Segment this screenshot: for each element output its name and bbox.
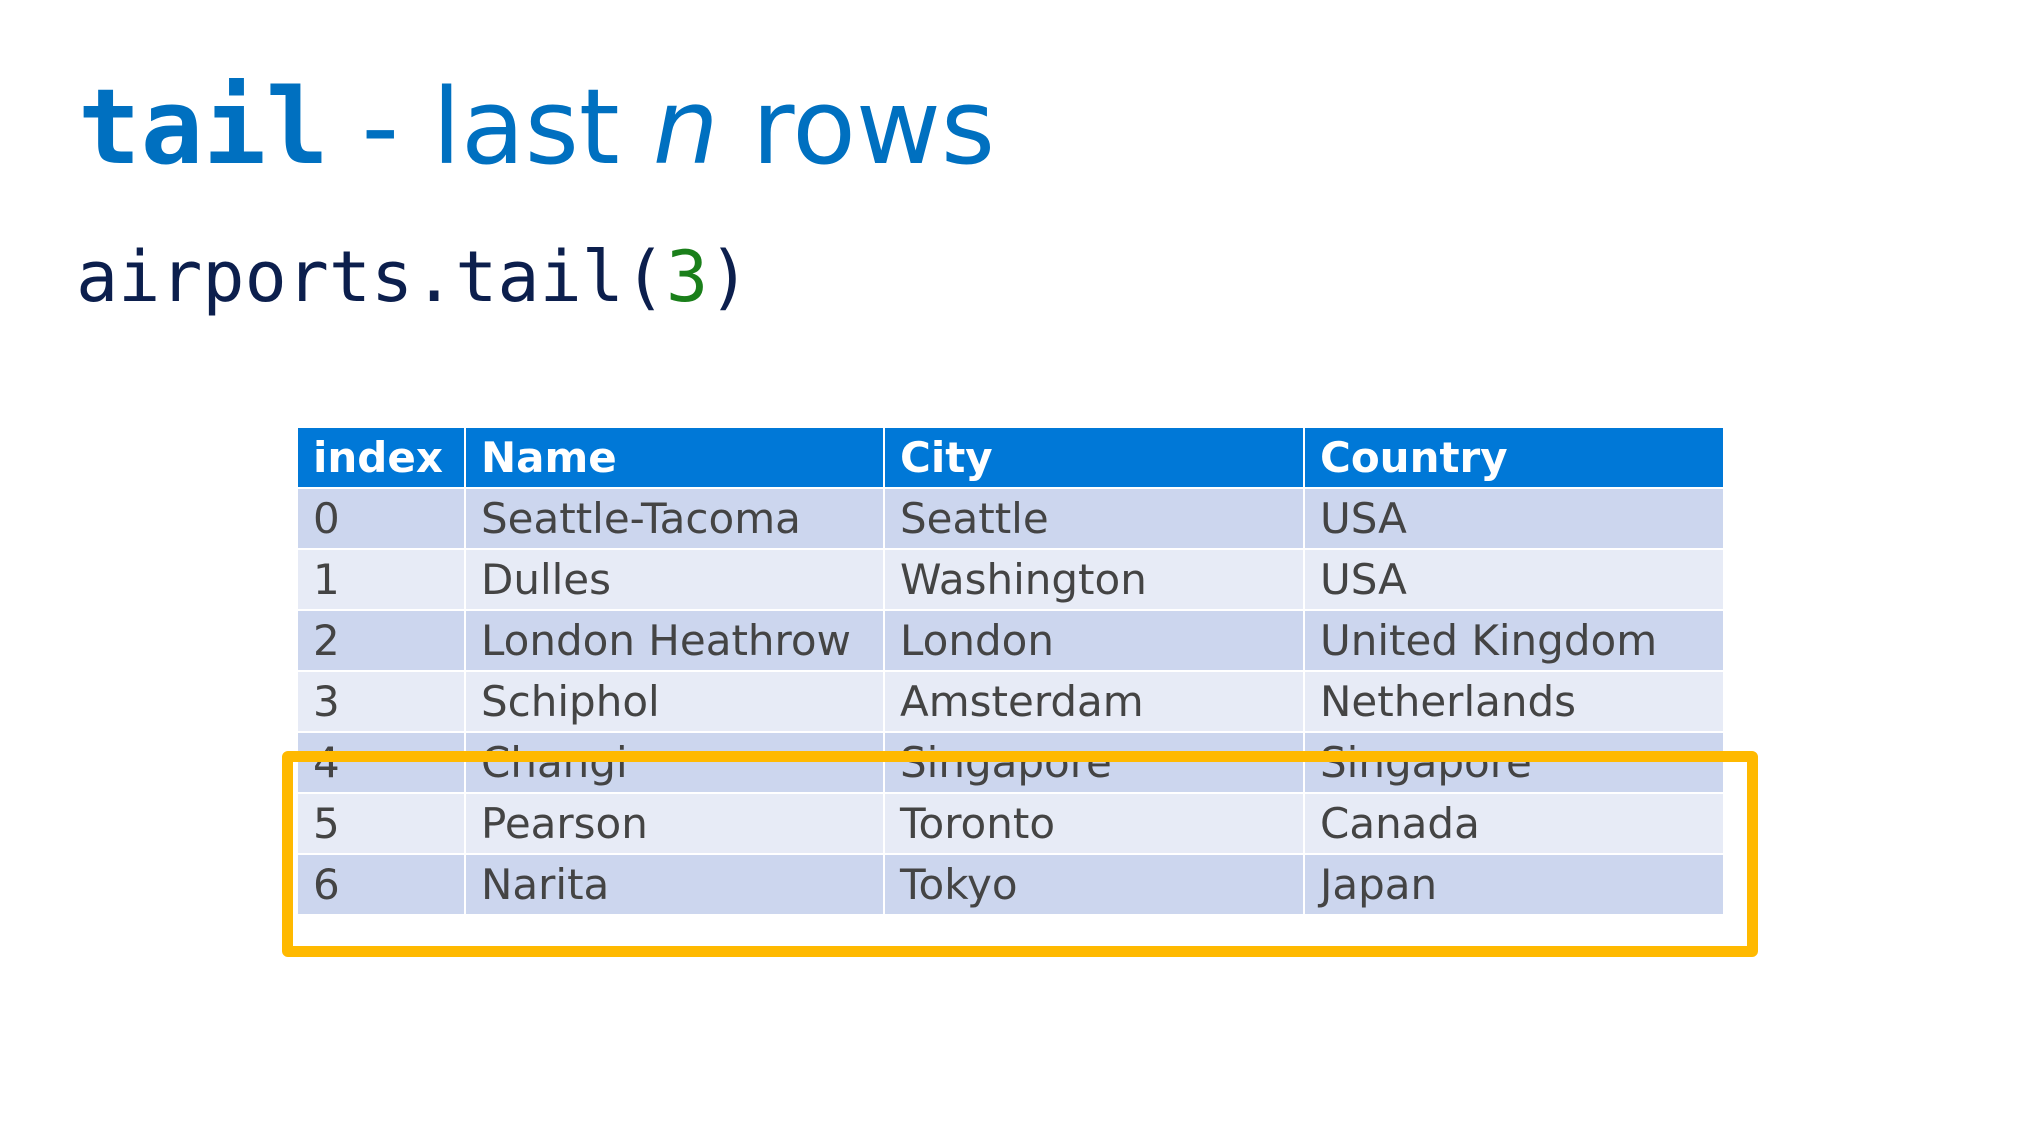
- cell-city: Washington: [883, 548, 1305, 611]
- cell-city: Toronto: [883, 792, 1305, 855]
- cell-name: Narita: [464, 853, 885, 916]
- title-suffix: rows: [718, 66, 996, 188]
- header-city: City: [883, 426, 1305, 489]
- title-variable: n: [652, 66, 719, 188]
- cell-name: Schiphol: [464, 670, 885, 733]
- cell-index: 1: [296, 548, 466, 611]
- code-suffix: ): [708, 236, 751, 318]
- cell-country: Canada: [1303, 792, 1725, 855]
- cell-name: London Heathrow: [464, 609, 885, 672]
- cell-index: 3: [296, 670, 466, 733]
- cell-name: Seattle-Tacoma: [464, 487, 885, 550]
- cell-country: USA: [1303, 548, 1725, 611]
- title-separator: - last: [328, 66, 653, 188]
- table-row: 2 London Heathrow London United Kingdom: [296, 609, 1725, 672]
- code-argument: 3: [666, 236, 709, 318]
- cell-city: Seattle: [883, 487, 1305, 550]
- cell-country: Netherlands: [1303, 670, 1725, 733]
- slide-title: tail - last n rows: [78, 62, 995, 192]
- header-index: index: [296, 426, 466, 489]
- cell-city: Singapore: [883, 731, 1305, 794]
- cell-city: Tokyo: [883, 853, 1305, 916]
- cell-name: Dulles: [464, 548, 885, 611]
- cell-city: Amsterdam: [883, 670, 1305, 733]
- cell-index: 0: [296, 487, 466, 550]
- code-prefix: airports.tail(: [76, 236, 667, 318]
- table-row: 5 Pearson Toronto Canada: [296, 792, 1725, 855]
- cell-index: 6: [296, 853, 466, 916]
- cell-country: United Kingdom: [1303, 609, 1725, 672]
- cell-country: Singapore: [1303, 731, 1725, 794]
- header-country: Country: [1303, 426, 1725, 489]
- table-row: 0 Seattle-Tacoma Seattle USA: [296, 487, 1725, 550]
- cell-name: Changi: [464, 731, 885, 794]
- table-row: 6 Narita Tokyo Japan: [296, 853, 1725, 916]
- table-header-row: index Name City Country: [296, 426, 1725, 489]
- title-command: tail: [78, 66, 329, 188]
- airports-table: index Name City Country 0 Seattle-Tacoma…: [296, 426, 1725, 916]
- cell-country: USA: [1303, 487, 1725, 550]
- cell-country: Japan: [1303, 853, 1725, 916]
- cell-index: 2: [296, 609, 466, 672]
- cell-city: London: [883, 609, 1305, 672]
- table-row: 3 Schiphol Amsterdam Netherlands: [296, 670, 1725, 733]
- table-row: 1 Dulles Washington USA: [296, 548, 1725, 611]
- table-row: 4 Changi Singapore Singapore: [296, 731, 1725, 794]
- cell-name: Pearson: [464, 792, 885, 855]
- cell-index: 4: [296, 731, 466, 794]
- header-name: Name: [464, 426, 885, 489]
- code-snippet: airports.tail(3): [76, 232, 750, 322]
- cell-index: 5: [296, 792, 466, 855]
